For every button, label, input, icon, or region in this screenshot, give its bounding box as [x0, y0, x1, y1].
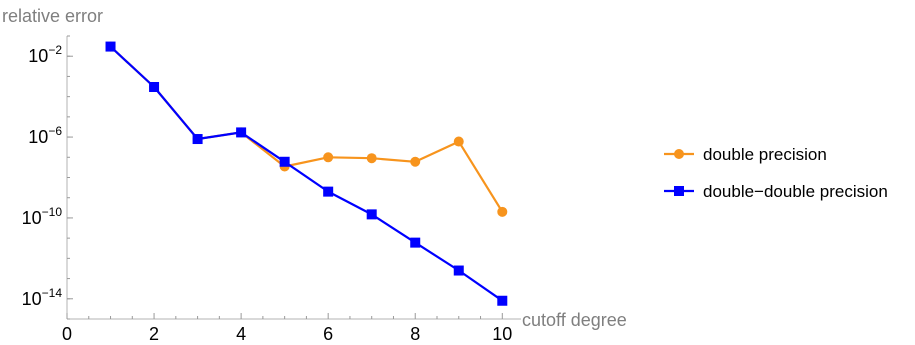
legend-item: double precision — [664, 145, 827, 164]
data-point — [453, 265, 464, 276]
legend: double precision double−double precision — [664, 145, 888, 201]
data-point — [453, 136, 464, 147]
data-point — [366, 209, 377, 220]
data-point — [149, 81, 160, 92]
legend-item: double−double precision — [664, 182, 888, 201]
y-tick-label: 10−2 — [28, 43, 62, 66]
legend-label: double precision — [703, 145, 827, 164]
data-point — [323, 152, 334, 163]
series-double-double-precision — [105, 41, 508, 306]
data-point — [279, 156, 290, 167]
y-axis-label: relative error — [2, 6, 103, 26]
data-point — [497, 206, 508, 217]
y-tick-label: 10−14 — [22, 286, 63, 309]
series-line — [109, 45, 503, 302]
series-double-precision — [105, 41, 508, 217]
x-tick-label: 6 — [323, 324, 333, 344]
axes: 0 2 4 6 8 10 10−2 10−6 10−10 10−14 — [22, 35, 521, 344]
x-axis-label: cutoff degree — [522, 310, 627, 330]
data-point — [410, 237, 421, 248]
data-point — [497, 295, 508, 306]
x-tick-label: 2 — [149, 324, 159, 344]
y-tick-label: 10−10 — [22, 205, 63, 228]
x-tick-label: 0 — [62, 324, 72, 344]
data-point — [192, 134, 203, 145]
x-tick-label: 8 — [410, 324, 420, 344]
data-point — [323, 186, 334, 197]
legend-marker — [674, 149, 684, 159]
x-tick-label: 10 — [492, 324, 512, 344]
legend-label: double−double precision — [703, 182, 888, 201]
series-layer — [105, 41, 508, 306]
data-point — [105, 41, 116, 52]
series-line — [109, 45, 504, 213]
data-point — [236, 127, 247, 138]
data-point — [410, 156, 421, 167]
x-tick-label: 4 — [236, 324, 246, 344]
legend-marker — [674, 186, 684, 196]
y-tick-label: 10−6 — [28, 124, 62, 147]
data-point — [366, 153, 377, 164]
